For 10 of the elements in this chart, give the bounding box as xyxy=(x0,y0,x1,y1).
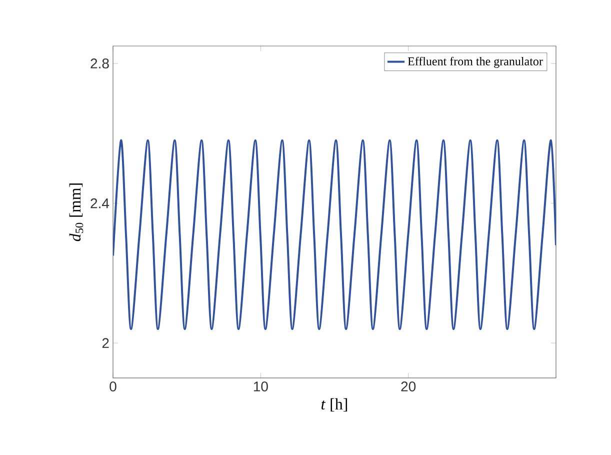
line-series xyxy=(113,139,556,330)
y-tick-label: 2.4 xyxy=(90,198,110,208)
x-tick-label: 10 xyxy=(254,382,268,392)
x-axis-title: t [h] xyxy=(321,398,348,412)
legend-label: Effluent from the granulator xyxy=(408,56,543,68)
y-tick-label: 2.8 xyxy=(90,58,109,68)
x-tick-label: 0 xyxy=(110,382,116,392)
y-axis-title: d$_{50}$ [mm] xyxy=(69,184,84,242)
x-tick-label: 20 xyxy=(401,382,416,392)
y-tick-label: 2 xyxy=(102,338,109,348)
